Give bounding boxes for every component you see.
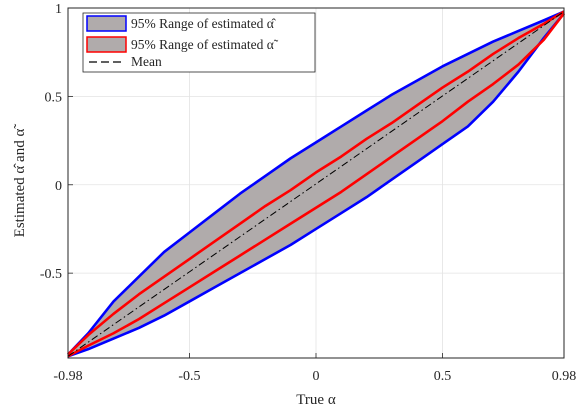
- y-tick-label: 0.5: [45, 90, 63, 105]
- x-tick-label: -0.98: [53, 369, 82, 384]
- y-tick-label: -0.5: [40, 267, 62, 282]
- series-lines: [67, 10, 566, 358]
- legend-label-tilde-band: 95% Range of estimated α̃: [131, 37, 279, 52]
- legend-swatch-tilde-band: [86, 36, 127, 53]
- legend-label-hat-band: 95% Range of estimated α̂: [131, 16, 277, 31]
- band-upper-edge-tilde: [67, 10, 565, 356]
- mean-line: [67, 11, 565, 357]
- legend: 95% Range of estimated α̂ 95% Range of e…: [82, 12, 316, 73]
- band-upper-edge-hat: [67, 10, 565, 356]
- x-tick-label: 0.5: [434, 369, 452, 384]
- y-tick-label: 0: [55, 179, 62, 194]
- x-axis-label: True α: [296, 392, 336, 408]
- x-tick-label: 0.98: [552, 369, 577, 384]
- legend-swatch-hat-band: [86, 15, 127, 32]
- x-tick-label: 0: [313, 369, 320, 384]
- ticks: -0.98 -0.5 0 0.5 0.98 -0.5 0 0.5 1: [40, 2, 576, 384]
- legend-label-mean: Mean: [131, 54, 162, 69]
- band-lower-edge-hat: [67, 12, 566, 358]
- x-tick-label: -0.5: [178, 369, 200, 384]
- y-tick-label: 1: [55, 2, 62, 17]
- y-axis-label: Estimated α̂ and α̃: [12, 124, 28, 238]
- band-lower-edge-tilde: [67, 12, 566, 358]
